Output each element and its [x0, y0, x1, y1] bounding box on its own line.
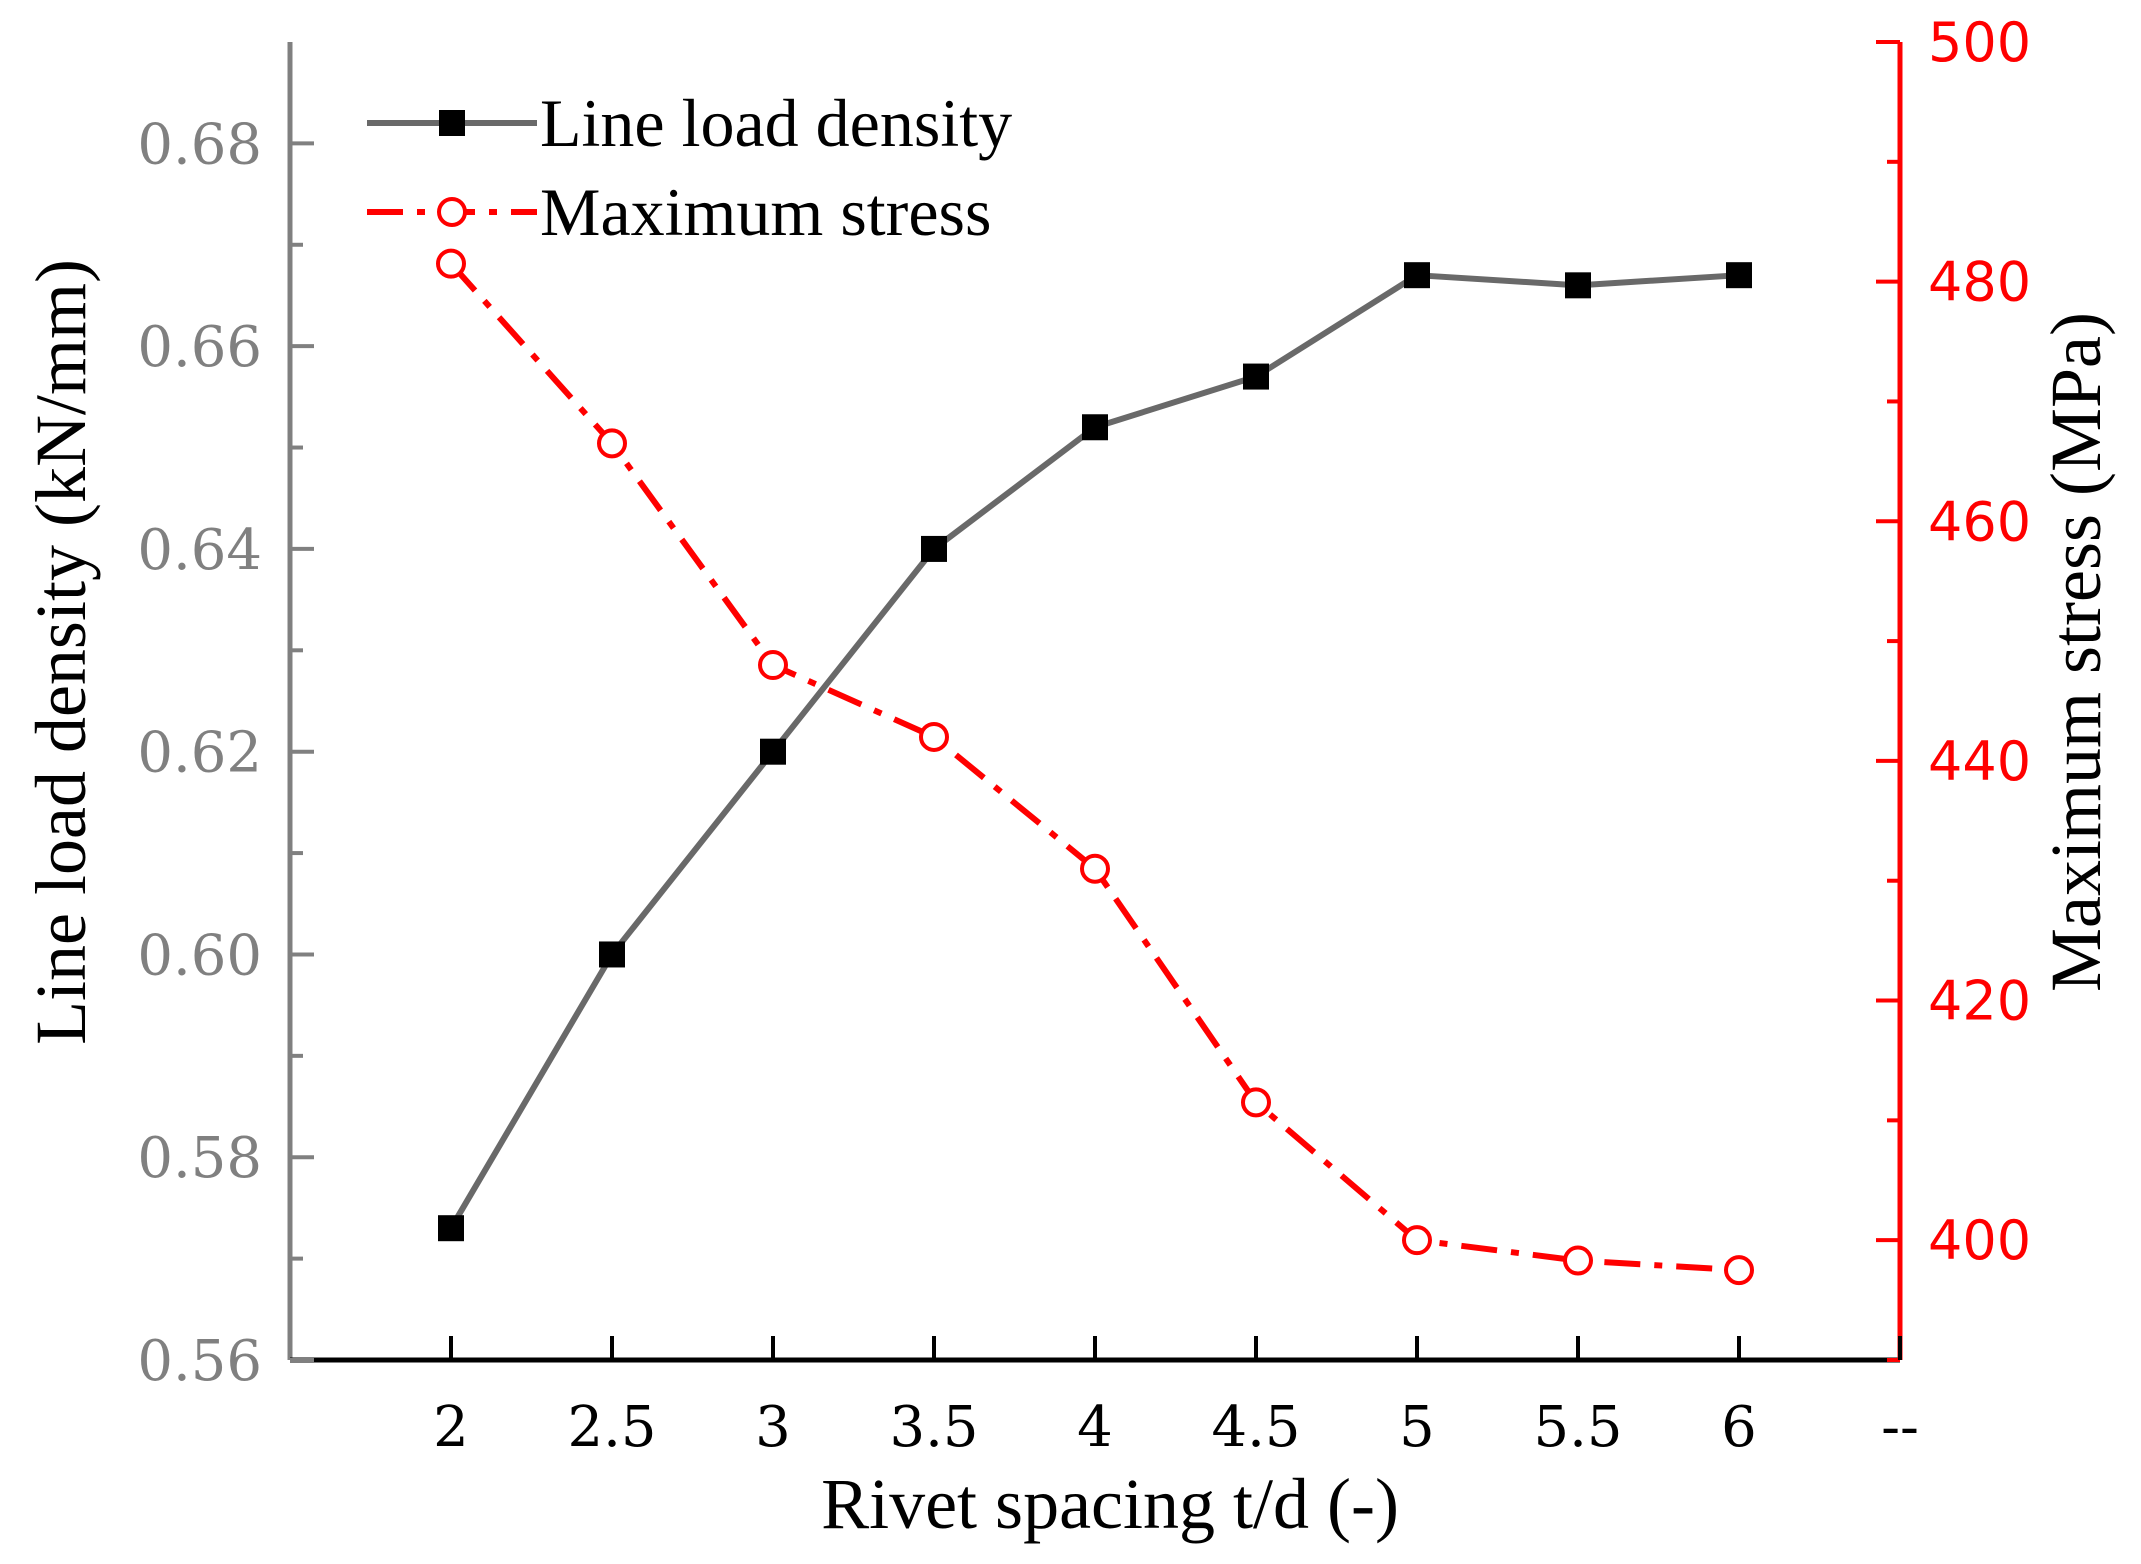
series-line-load-density	[438, 262, 1752, 1242]
x-tick-label: 3.5	[889, 1395, 978, 1460]
right-tick-label: 480	[1928, 251, 2031, 314]
data-point	[1243, 363, 1269, 390]
data-point	[1563, 1245, 1593, 1276]
x-tick-label: 2.5	[567, 1395, 656, 1460]
left-tick-label: 0.64	[137, 518, 262, 583]
x-tick-label: 5	[1399, 1395, 1435, 1460]
x-tick-label: 4.5	[1211, 1395, 1300, 1460]
x-tick-label: --	[1881, 1395, 1919, 1460]
series-maximum-stress	[436, 248, 1754, 1286]
left-tick-label: 0.68	[137, 112, 262, 177]
right-tick-label: 500	[1928, 11, 2031, 74]
legend-label: Maximum stress	[540, 174, 991, 250]
data-point	[1724, 1255, 1754, 1286]
plot-frame	[287, 42, 1903, 1363]
right-tick-label: 420	[1928, 970, 2031, 1033]
right-tick-label: 400	[1928, 1209, 2031, 1272]
data-point	[758, 650, 788, 681]
data-point	[919, 721, 949, 752]
data-point	[1241, 1087, 1271, 1118]
left-tick-label: 0.60	[137, 923, 262, 988]
data-point	[1726, 262, 1752, 289]
data-point	[760, 738, 786, 765]
right-tick-label: 460	[1928, 490, 2031, 553]
data-point	[1565, 272, 1591, 299]
series-layer	[436, 248, 1754, 1286]
legend: Line load density Maximum stress	[367, 85, 1012, 250]
x-axis-title: Rivet spacing t/d (-)	[821, 1464, 1399, 1544]
data-point	[1402, 1225, 1432, 1256]
data-point	[1082, 414, 1108, 441]
x-tick-label: 5.5	[1533, 1395, 1622, 1460]
left-tick-label: 0.56	[137, 1329, 262, 1394]
x-tick-label: 6	[1721, 1395, 1757, 1460]
right-y-axis: 400 420 440 460 480 500	[1876, 11, 2031, 1362]
legend-marker	[437, 197, 467, 227]
x-tick-label: 2	[433, 1395, 469, 1460]
data-point	[597, 428, 627, 459]
left-tick-label: 0.66	[137, 315, 262, 380]
left-tick-label: 0.58	[137, 1126, 262, 1191]
right-y-axis-title: Maximum stress (MPa)	[2036, 312, 2116, 992]
data-point	[436, 248, 466, 279]
left-y-axis-title: Line load density (kN/mm)	[21, 259, 101, 1045]
data-point	[921, 535, 947, 562]
legend-label: Line load density	[540, 85, 1012, 161]
data-point	[599, 941, 625, 968]
right-tick-label: 440	[1928, 730, 2031, 793]
data-point	[1404, 262, 1430, 289]
data-point	[1080, 853, 1110, 884]
x-tick-label: 3	[755, 1395, 791, 1460]
data-point	[438, 1215, 464, 1242]
left-y-axis: 0.56 0.58 0.60 0.62 0.64 0.66 0.68	[137, 112, 314, 1394]
x-axis: 2 2.5 3 3.5 4 4.5 5 5.5 6 --	[433, 1336, 1919, 1460]
legend-marker	[439, 110, 465, 136]
x-tick-label: 4	[1077, 1395, 1113, 1460]
left-tick-label: 0.62	[137, 721, 262, 786]
